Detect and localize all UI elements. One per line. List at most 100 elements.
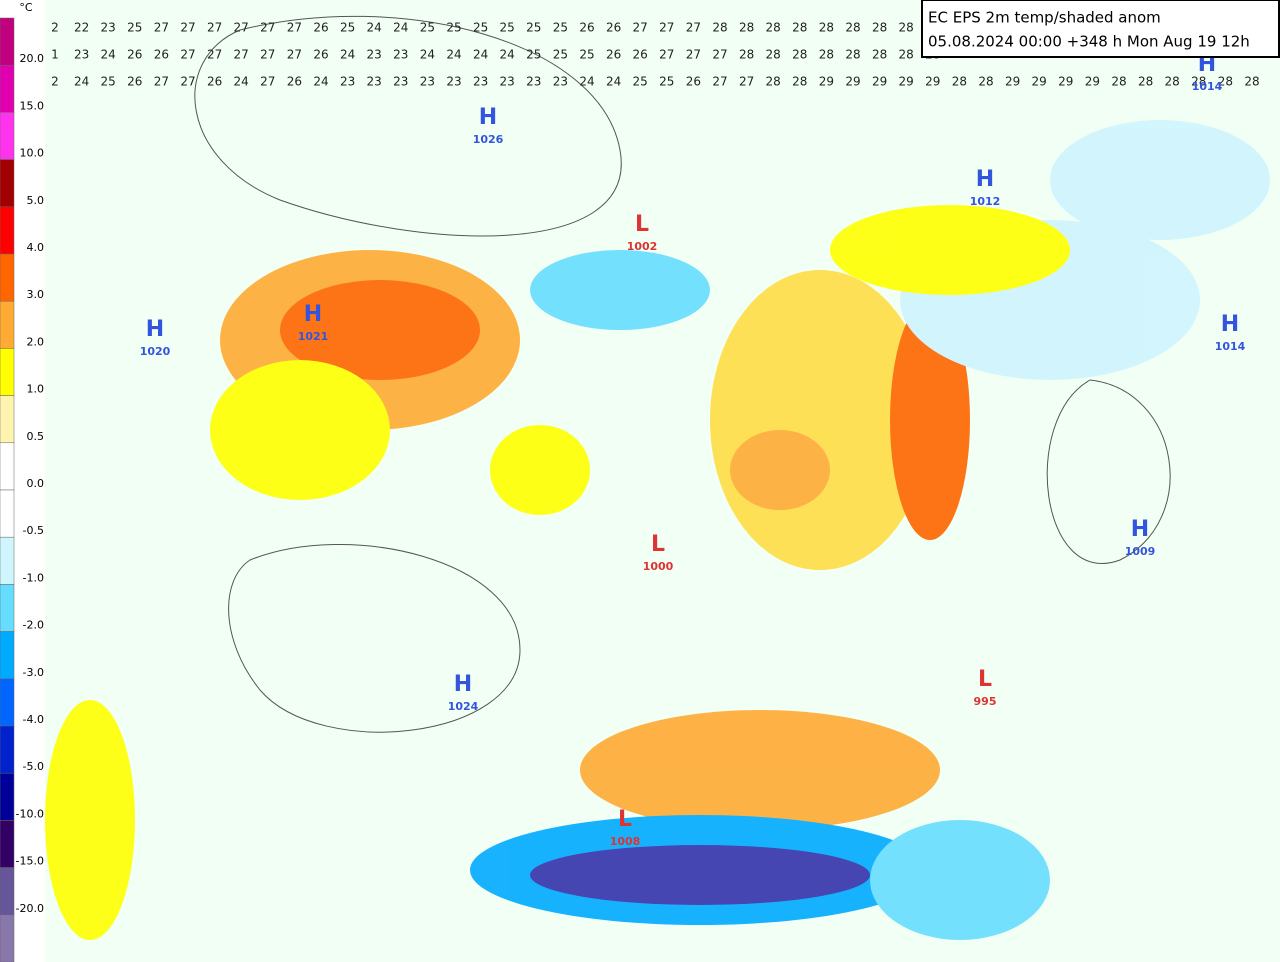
temperature-value: 27 <box>180 21 195 35</box>
pressure-letter: H <box>479 105 497 130</box>
temperature-value: 26 <box>606 21 621 35</box>
temperature-value: 25 <box>420 21 435 35</box>
colorbar-label: 0.0 <box>27 477 45 490</box>
temperature-value: 28 <box>1111 75 1126 89</box>
temperature-value: 28 <box>792 75 807 89</box>
temperature-value: 27 <box>234 21 249 35</box>
colorbar-label: -10.0 <box>16 807 44 820</box>
colorbar-label: 3.0 <box>27 288 45 301</box>
temperature-value: 23 <box>340 75 355 89</box>
pressure-value: 1012 <box>970 195 1001 208</box>
temperature-value: 25 <box>633 75 648 89</box>
temperature-value: 23 <box>526 75 541 89</box>
pressure-letter: H <box>1198 52 1216 77</box>
colorbar-swatch <box>0 442 15 491</box>
temperature-value: 28 <box>739 21 754 35</box>
temperature-value: 26 <box>313 48 328 62</box>
colorbar-label: -20.0 <box>16 902 44 915</box>
colorbar-label: -5.0 <box>23 760 44 773</box>
colorbar-label: 1.0 <box>27 383 45 396</box>
colorbar-swatch <box>0 536 15 585</box>
temperature-value: 25 <box>553 48 568 62</box>
pressure-value: 1000 <box>643 560 674 573</box>
temperature-value: 2 <box>51 75 59 89</box>
temperature-value: 29 <box>899 75 914 89</box>
temperature-value: 28 <box>1165 75 1180 89</box>
temperature-value: 23 <box>393 75 408 89</box>
pressure-letter: L <box>635 212 649 237</box>
temperature-value: 28 <box>845 21 860 35</box>
temperature-value: 25 <box>500 21 515 35</box>
pressure-value: 1014 <box>1192 80 1223 93</box>
colorbar-swatch <box>0 631 15 680</box>
temperature-value: 24 <box>420 48 435 62</box>
temperature-value: 27 <box>739 75 754 89</box>
temperature-value: 24 <box>101 48 116 62</box>
temperature-value: 25 <box>340 21 355 35</box>
temperature-grid: 2 22 23 25 27 27 27 27 27 27 26 25 24 24 25 25 25 25 25 25 2… <box>51 21 1259 89</box>
temperature-value: 26 <box>633 48 648 62</box>
temperature-value: 28 <box>845 48 860 62</box>
temperature-value: 24 <box>393 21 408 35</box>
temperature-value: 26 <box>127 48 142 62</box>
pressure-letter: L <box>651 532 665 557</box>
colorbar-swatch <box>0 348 15 396</box>
temperature-value: 27 <box>712 75 727 89</box>
pressure-value: 1008 <box>610 835 641 848</box>
temperature-value: 28 <box>952 75 967 89</box>
isobars <box>194 15 1171 733</box>
temperature-value: 24 <box>367 21 382 35</box>
colorbar-swatch <box>0 489 15 538</box>
temperature-value: 24 <box>446 48 461 62</box>
temperature-value: 23 <box>367 48 382 62</box>
temperature-value: 23 <box>101 21 116 35</box>
pressure-value: 1014 <box>1215 340 1246 353</box>
title-box <box>921 0 1280 58</box>
temperature-value: 27 <box>659 21 674 35</box>
subtitle: 05.08.2024 00:00 +348 h Mon Aug 19 12h <box>928 33 1250 51</box>
temperature-value: 26 <box>579 21 594 35</box>
pressure-value: 1026 <box>473 133 504 146</box>
temperature-value: 27 <box>180 75 195 89</box>
temperature-value: 29 <box>925 75 940 89</box>
temperature-value: 23 <box>367 75 382 89</box>
temperature-value: 28 <box>872 48 887 62</box>
temperature-value: 27 <box>686 48 701 62</box>
temperature-value: 27 <box>207 21 222 35</box>
colorbar-swatch <box>0 678 15 727</box>
temperature-value: 23 <box>393 48 408 62</box>
colorbar-label: 10.0 <box>20 147 45 160</box>
temperature-value: 26 <box>127 75 142 89</box>
temperature-value: 23 <box>446 75 461 89</box>
colorbar-label: 5.0 <box>27 194 45 207</box>
temperature-value: 24 <box>500 48 515 62</box>
temperature-value: 25 <box>526 48 541 62</box>
temperature-value: 24 <box>606 75 621 89</box>
pressure-value: 1002 <box>627 240 658 253</box>
temperature-value: 24 <box>234 75 249 89</box>
temperature-value: 28 <box>1244 75 1259 89</box>
pressure-value: 1020 <box>140 345 171 358</box>
temperature-value: 29 <box>1085 75 1100 89</box>
temperature-value: 28 <box>872 21 887 35</box>
colorbar-label: -1.0 <box>23 571 44 584</box>
temperature-value: 26 <box>686 75 701 89</box>
temperature-value: 25 <box>526 21 541 35</box>
temperature-value: 25 <box>659 75 674 89</box>
colorbar-label: -3.0 <box>23 666 44 679</box>
temperature-value: 22 <box>74 21 89 35</box>
temperature-value: 28 <box>739 48 754 62</box>
pressure-letter: H <box>976 167 994 192</box>
temperature-value: 27 <box>260 21 275 35</box>
temperature-value: 28 <box>766 21 781 35</box>
temperature-value: 28 <box>978 75 993 89</box>
temperature-value: 28 <box>766 75 781 89</box>
temperature-value: 27 <box>287 48 302 62</box>
colorbar-swatch <box>0 253 15 302</box>
colorbar-swatch <box>0 112 15 160</box>
pressure-centers: H 1026 L 1002 H 1021 H 1020 H 1014 H 1012 H 1014 H 1009… <box>140 52 1246 848</box>
colorbar-swatch <box>0 159 15 208</box>
temperature-value: 27 <box>686 21 701 35</box>
